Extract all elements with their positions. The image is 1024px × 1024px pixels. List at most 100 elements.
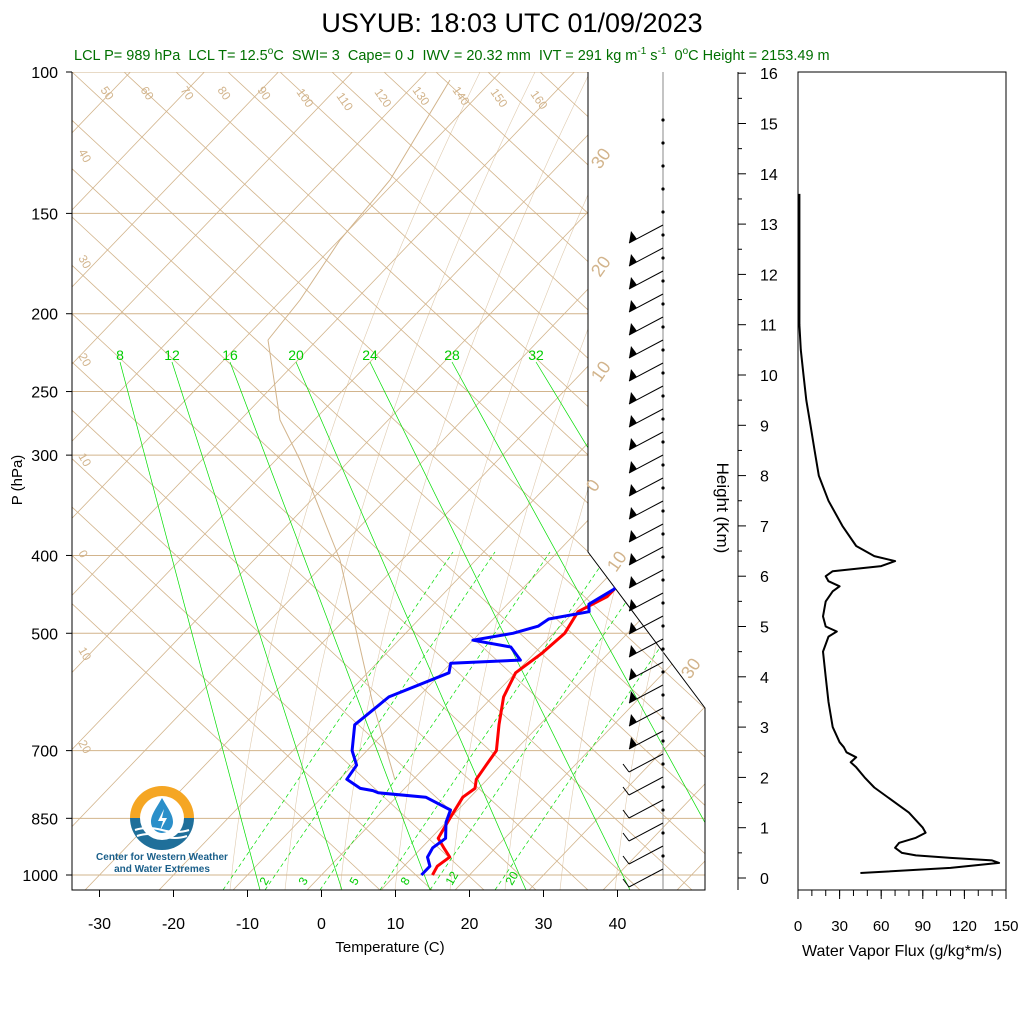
pressure-tick-label: 700	[31, 744, 58, 761]
dry-adiabat-line	[72, 72, 705, 890]
height-tick-label: 0	[760, 871, 769, 888]
lcl-temperature: LCL T= 12.5oC	[188, 46, 284, 64]
wind-barb-flag	[629, 300, 637, 312]
moist-adiabat-label: 10	[603, 547, 631, 575]
mixing-ratio-label: 24	[362, 347, 378, 363]
height-tick-label: 1	[760, 821, 769, 838]
pressure-tick-label: 150	[31, 206, 58, 223]
flux-tick-label: 120	[952, 918, 977, 935]
moist-adiabat-line	[284, 72, 536, 890]
dry-adiabat-label: 130	[410, 84, 433, 109]
isotherm-line	[72, 72, 314, 890]
dry-adiabat-line	[800, 72, 1024, 890]
wind-level-dot	[661, 486, 665, 490]
wind-barb-flag	[629, 622, 637, 634]
wind-barb-flag	[629, 369, 637, 381]
wind-barb-feather	[622, 832, 630, 842]
flux-axis-label: Water Vapor Flux (g/kg*m/s)	[802, 943, 1002, 960]
mixing-ratio-dashed-line	[319, 551, 551, 890]
height-tick-label: 7	[760, 519, 769, 536]
pressure-tick-label: 500	[31, 626, 58, 643]
moist-adiabat-label: 40	[75, 147, 94, 166]
logo-caption-line1: Center for Western Weather	[96, 852, 228, 863]
wind-level-dot	[661, 302, 665, 306]
temperature-tick-label: 10	[387, 916, 405, 933]
mixing-ratio-label: 16	[222, 347, 238, 363]
flux-tick-label: 60	[873, 918, 890, 935]
height-tick-label: 2	[760, 770, 769, 787]
flux-panel-frame	[797, 71, 1007, 891]
mixing-ratio-label: 12	[442, 869, 461, 888]
dry-adiabat-label: 120	[372, 86, 395, 111]
height-tick-label: 8	[760, 469, 769, 486]
dry-adiabat-line	[331, 72, 705, 890]
dry-adiabat-label: 160	[528, 88, 551, 113]
wind-level-dot	[661, 440, 665, 444]
dry-adiabat-line	[72, 72, 485, 890]
temperature-line	[431, 212, 705, 876]
wind-level-dot	[661, 578, 665, 582]
wind-barb-flag	[629, 438, 637, 450]
wind-level-dot	[661, 555, 665, 559]
wind-barb-flag	[629, 599, 637, 611]
mixing-ratio-label: 8	[116, 347, 124, 363]
wind-level-dot	[661, 624, 665, 628]
wind-barb-feather	[622, 878, 630, 888]
dry-adiabat-line	[72, 72, 693, 890]
mixing-ratio-line	[369, 361, 631, 890]
dry-adiabat-line	[72, 72, 705, 890]
temperature-tick-label: 0	[317, 916, 326, 933]
dry-adiabat-line	[695, 72, 705, 890]
mixing-ratio-label: 32	[528, 347, 544, 363]
wind-level-dot	[661, 118, 665, 122]
mixing-ratio-label: 12	[164, 347, 180, 363]
dry-adiabat-line	[175, 72, 705, 890]
wind-level-dot	[661, 371, 665, 375]
flux-tick-label: 90	[914, 918, 931, 935]
moist-adiabat-line	[339, 72, 591, 890]
mixing-ratio-label: 8	[397, 874, 413, 887]
temperature-tick-label: -20	[162, 916, 185, 933]
isotherm-line	[72, 72, 462, 890]
moist-adiabat-line	[559, 72, 705, 890]
dry-adiabat-line	[72, 72, 705, 890]
wind-level-dot	[661, 647, 665, 651]
height-tick-label: 6	[760, 569, 769, 586]
dry-adiabat-line	[435, 72, 705, 890]
mixing-ratio-line	[171, 361, 343, 890]
wind-level-dot	[661, 187, 665, 191]
dry-adiabat-label: 110	[334, 90, 357, 114]
pressure-axis-label: P (hPa)	[9, 455, 26, 506]
pressure-tick-label: 100	[31, 65, 58, 82]
mixing-ratio-dashed-line	[264, 551, 496, 890]
wind-level-dot	[661, 210, 665, 214]
isotherm-line	[526, 72, 705, 890]
logo-caption-line2: and Water Extremes	[114, 864, 210, 875]
isotherm-line	[82, 72, 705, 890]
mixing-ratio-dashed-line	[222, 551, 454, 890]
wind-level-dot	[661, 532, 665, 536]
pressure-tick-label: 250	[31, 385, 58, 402]
dry-adiabat-line	[72, 72, 589, 890]
mixing-ratio-label: 28	[444, 347, 460, 363]
mixing-ratio-line	[229, 361, 431, 890]
height-tick-label: 9	[760, 418, 769, 435]
mixing-ratio-label: 3	[295, 874, 311, 887]
moist-adiabat-label: 0	[582, 476, 604, 496]
wind-level-dot	[661, 808, 665, 812]
height-tick-label: 15	[760, 117, 778, 134]
dry-adiabat-label: 80	[215, 84, 234, 103]
height-tick-label: 10	[760, 368, 778, 385]
mixing-ratio-dashed-line	[429, 551, 661, 890]
wind-level-dot	[661, 601, 665, 605]
wind-barb-flag	[629, 323, 637, 335]
parcel-curve	[267, 79, 451, 341]
wind-level-dot	[661, 141, 665, 145]
wind-barb	[628, 845, 664, 865]
height-tick-label: 14	[760, 167, 778, 184]
dry-adiabat-line	[279, 72, 705, 890]
iwv-value: IWV = 20.32 mm	[422, 47, 531, 64]
wind-level-dot	[661, 256, 665, 260]
moist-adiabat-label: 30	[587, 144, 615, 172]
cape-value: Cape= 0 J	[347, 47, 415, 64]
